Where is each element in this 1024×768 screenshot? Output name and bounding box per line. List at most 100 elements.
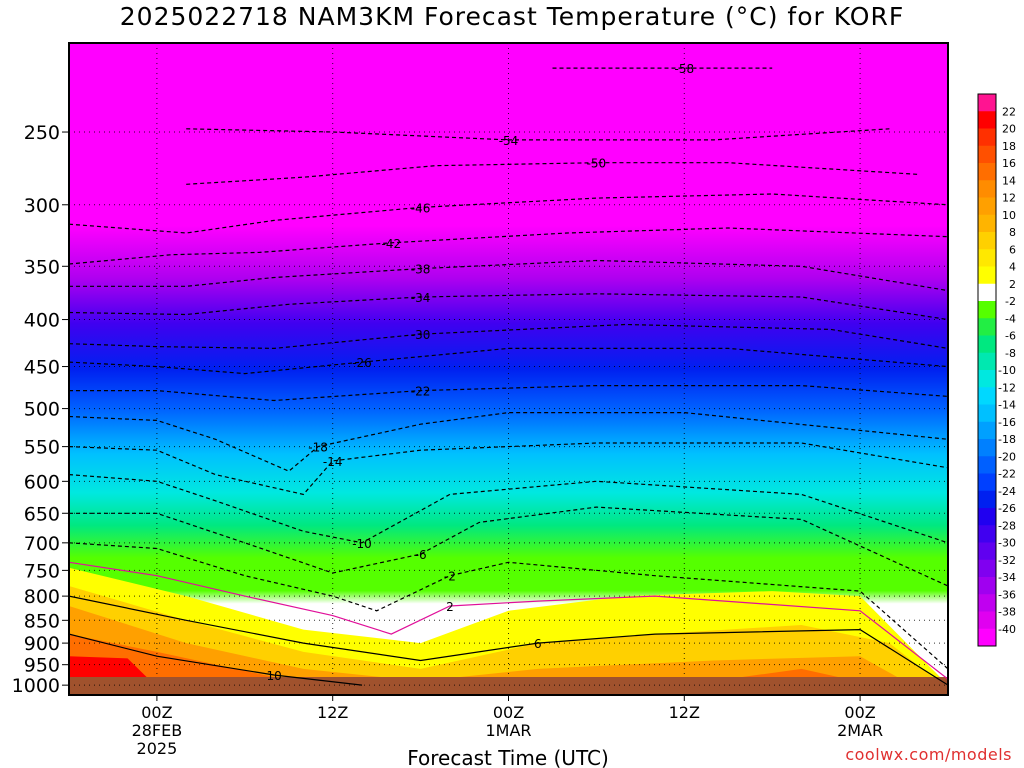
colorbar-label: -22 (998, 468, 1016, 481)
contour-label: -6 (415, 548, 427, 562)
colorbar-label: -24 (998, 485, 1016, 498)
plot-area: -58-54-50-46-42-38-34-30-26-22-18-14-10-… (69, 43, 948, 695)
chart-title: 2025022718 NAM3KM Forecast Temperature (… (119, 2, 905, 31)
colorbar-swatch (978, 490, 996, 509)
y-tick-label: 450 (24, 357, 60, 379)
colorbar-swatch (978, 352, 996, 371)
colorbar-label: -18 (998, 433, 1016, 446)
contour-label: -42 (381, 237, 401, 251)
contour-label: -14 (323, 455, 343, 469)
y-tick-label: 700 (24, 533, 60, 555)
colorbar-swatch (978, 128, 996, 147)
x-tick-label: 2MAR (837, 721, 883, 740)
colorbar-label: 4 (1009, 261, 1016, 274)
y-tick-label: 1000 (12, 675, 60, 697)
y-tick-label: 850 (24, 610, 60, 632)
contour-line (69, 412, 948, 472)
contour-line (69, 474, 948, 544)
y-tick-label: 250 (24, 122, 60, 144)
y-tick-label: 500 (24, 399, 60, 421)
colorbar-label: -12 (998, 381, 1016, 394)
contour-label: -50 (587, 157, 607, 171)
contour-label: 2 (446, 600, 454, 614)
colorbar-swatch (978, 404, 996, 423)
contour-line (186, 128, 890, 141)
y-tick-label: 300 (24, 195, 60, 217)
colorbar-swatch (978, 301, 996, 319)
x-tick-label: 00Z (493, 703, 524, 722)
contours: -58-54-50-46-42-38-34-30-26-22-18-14-10-… (69, 62, 948, 686)
colorbar-swatch (978, 611, 996, 630)
contour-line (69, 385, 948, 402)
colorbar-swatch (978, 249, 996, 267)
colorbar-label: 12 (1002, 192, 1016, 205)
colorbar-swatch (978, 421, 996, 440)
ground-surface (69, 677, 948, 695)
colorbar-label: -2 (1005, 295, 1016, 308)
contour-label: -38 (411, 263, 431, 277)
colorbar-swatch (978, 266, 996, 285)
contour-label: 10 (266, 669, 281, 683)
colorbar-swatch (978, 163, 996, 181)
y-tick-label: 650 (24, 503, 60, 525)
watermark: coolwx.com/models (845, 745, 1012, 764)
colorbar-label: -34 (998, 571, 1016, 584)
contour-line (69, 561, 948, 680)
contour-label: -10 (352, 537, 372, 551)
colorbar-swatch (978, 335, 996, 354)
contour-label: -46 (411, 201, 431, 215)
colorbar-label: -26 (998, 502, 1016, 515)
colorbar-swatch (978, 387, 996, 405)
contour-line (69, 193, 948, 234)
colorbar-label: -16 (998, 416, 1016, 429)
colorbar-frame (977, 93, 997, 647)
colorbar-label: -32 (998, 554, 1016, 567)
colorbar-label: -4 (1005, 312, 1016, 325)
colorbar-swatch (978, 318, 996, 336)
colorbar-label: 2 (1009, 278, 1016, 291)
colorbar-swatch (978, 473, 996, 492)
colorbar-label: -36 (998, 588, 1016, 601)
y-tick-label: 750 (24, 560, 60, 582)
x-tick-label: 1MAR (485, 721, 531, 740)
y-tick-label: 800 (24, 586, 60, 608)
colorbar-label: 22 (1002, 105, 1016, 118)
colorbar-swatch (978, 439, 996, 457)
contour-line (69, 293, 948, 321)
colorbar-label: 10 (1002, 209, 1016, 222)
contour-label: -54 (499, 134, 519, 148)
y-tick-label: 900 (24, 633, 60, 655)
contour-line (69, 542, 948, 670)
colorbar-swatch (978, 525, 996, 543)
contour-line (69, 442, 948, 496)
y-tick-label: 950 (24, 655, 60, 677)
x-tick-label: 28FEB (132, 721, 183, 740)
colorbar-swatch (978, 94, 996, 112)
y-tick-label: 350 (24, 256, 60, 278)
warm-band-2 (69, 605, 948, 695)
colorbar-label: -10 (998, 364, 1016, 377)
contour-label: -26 (352, 356, 372, 370)
colorbar-swatch (978, 594, 996, 612)
x-tick-label: 00Z (141, 703, 172, 722)
y-axis: 2503003504004505005506006507007508008509… (12, 122, 69, 697)
contour-line (69, 347, 948, 375)
contour-label: -22 (411, 385, 431, 399)
contour-line (69, 323, 948, 350)
colorbar-swatch (978, 456, 996, 474)
colorbar-label: 6 (1009, 243, 1016, 256)
colorbar-label: -30 (998, 537, 1016, 550)
contour-label: 6 (534, 637, 542, 651)
colorbar-swatch (978, 232, 996, 250)
gridlines (69, 43, 948, 686)
colorbar-swatch (978, 559, 996, 578)
colorbar-label: -28 (998, 519, 1016, 532)
colorbar-label: 14 (1002, 174, 1016, 187)
contour-label: -18 (308, 441, 328, 455)
contour-line (69, 227, 948, 265)
contour-line (69, 595, 948, 686)
colorbar-label: -38 (998, 606, 1016, 619)
contour-label: -2 (444, 570, 456, 584)
colorbar-label: -14 (998, 399, 1016, 412)
